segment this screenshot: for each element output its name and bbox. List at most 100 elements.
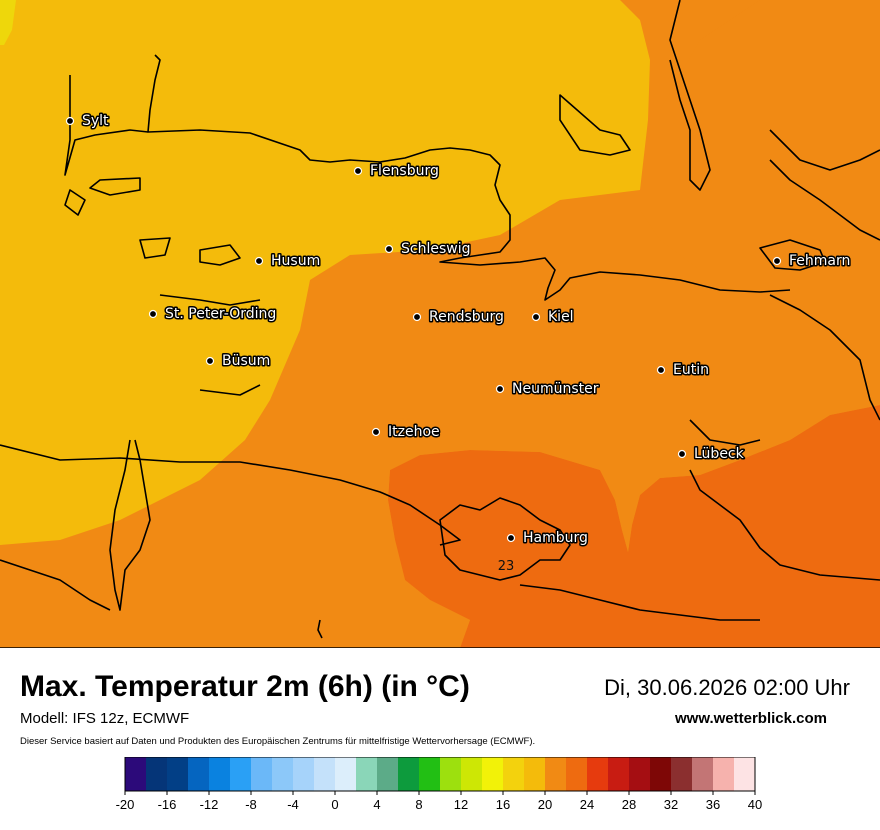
colorbar-swatch	[230, 757, 252, 791]
colorbar-swatch	[125, 757, 147, 791]
colorbar-swatch	[440, 757, 462, 791]
colorbar-tick-label: 40	[748, 797, 762, 812]
colorbar-swatch	[503, 757, 525, 791]
temp-band-20-22-east-overlay	[0, 0, 880, 648]
city-dot	[371, 427, 381, 437]
city-label: St. Peter-Ording	[165, 306, 276, 322]
city-marker: Flensburg	[353, 162, 440, 181]
city-label: Büsum	[222, 353, 270, 369]
city-dot	[506, 533, 516, 543]
city-label: Neumünster	[512, 381, 599, 397]
city-dot	[254, 256, 264, 266]
colorbar-swatch	[398, 757, 420, 791]
city-dot	[412, 312, 422, 322]
colorbar-tick-label: 12	[454, 797, 468, 812]
city-marker: Büsum	[205, 352, 272, 371]
city-marker: Husum	[254, 252, 322, 271]
colorbar-swatch	[671, 757, 693, 791]
city-label: Rendsburg	[429, 309, 504, 325]
city-markers: Sylt Flensburg Schleswig Husum Fehmarn St. Pe…	[65, 112, 852, 548]
city-marker: St. Peter-Ording	[148, 305, 278, 324]
coastlines	[0, 0, 880, 648]
colorbar-tick-label: 20	[538, 797, 552, 812]
colorbar-swatch	[713, 757, 735, 791]
colorbar-tick-label: 0	[331, 797, 338, 812]
city-label: Eutin	[673, 362, 709, 378]
city-marker: Hamburg	[506, 529, 589, 548]
city-label: Fehmarn	[789, 253, 850, 269]
city-label: Sylt	[82, 113, 109, 129]
colorbar-swatch	[461, 757, 483, 791]
temp-band-18-20	[0, 0, 650, 545]
colorbar-border	[124, 757, 756, 792]
city-marker: Lübeck	[677, 445, 746, 464]
city-dot	[384, 244, 394, 254]
city-marker: Rendsburg	[412, 308, 505, 327]
colorbar-swatch	[482, 757, 504, 791]
colorbar-tick-label: -16	[158, 797, 177, 812]
city-marker: Neumünster	[495, 380, 600, 399]
colorbar-tick-label: 16	[496, 797, 510, 812]
city-label: Schleswig	[401, 241, 470, 257]
colorbar-tick-label: 36	[706, 797, 720, 812]
forecast-datetime: Di, 30.06.2026 02:00 Uhr	[604, 675, 850, 700]
colorbar-swatch	[209, 757, 231, 791]
colorbar-tick-label: -4	[287, 797, 299, 812]
colorbar-swatch	[734, 757, 756, 791]
city-label: Lübeck	[694, 446, 745, 462]
colorbar-tick-label: -20	[116, 797, 135, 812]
value-labels: 23	[498, 559, 515, 574]
colorbar-swatch	[314, 757, 336, 791]
model-info: Modell: IFS 12z, ECMWF	[20, 710, 190, 727]
colorbar-swatch	[629, 757, 651, 791]
colorbar-swatch	[566, 757, 588, 791]
colorbar-tick-label: -8	[245, 797, 257, 812]
colorbar-swatches	[124, 757, 756, 792]
colorbar-swatch	[293, 757, 315, 791]
colorbar-swatch	[356, 757, 378, 791]
city-label: Itzehoe	[388, 424, 440, 440]
map-title: Max. Temperatur 2m (6h) (in °C)	[20, 670, 470, 703]
colorbar-tick-labels: -20 -16 -12 -8 -4 0 4 8 12 16 20 24 28 32 36 40	[116, 791, 762, 812]
colorbar-swatch	[167, 757, 189, 791]
colorbar-swatch	[692, 757, 714, 791]
website-link[interactable]: www.wetterblick.com	[675, 710, 827, 727]
city-dot	[205, 356, 215, 366]
city-label: Flensburg	[370, 163, 439, 179]
city-marker: Fehmarn	[772, 252, 852, 271]
colorbar-tick-label: 4	[373, 797, 380, 812]
colorbar-tick-label: 32	[664, 797, 678, 812]
colorbar-swatch	[650, 757, 672, 791]
city-marker: Sylt	[65, 112, 111, 131]
city-marker: Kiel	[531, 308, 575, 327]
colorbar-swatch	[608, 757, 630, 791]
colorbar-tick-label: 8	[415, 797, 422, 812]
city-dot	[495, 384, 505, 394]
temperature-map: Sylt Flensburg Schleswig Husum Fehmarn St. Pe…	[0, 0, 880, 648]
temp-band-16-18	[0, 0, 16, 45]
city-marker: Itzehoe	[371, 423, 441, 442]
colorbar-tick-label: 28	[622, 797, 636, 812]
city-marker: Schleswig	[384, 240, 472, 259]
city-label: Kiel	[548, 309, 574, 325]
colorbar-swatch	[251, 757, 273, 791]
colorbar-swatch	[272, 757, 294, 791]
city-dot	[656, 365, 666, 375]
colorbar-swatch	[545, 757, 567, 791]
colorbar-swatch	[335, 757, 357, 791]
colorbar-tick-label: -12	[200, 797, 219, 812]
temperature-value-label: 23	[498, 559, 515, 574]
city-dot	[65, 116, 75, 126]
disclaimer-text: Dieser Service basiert auf Daten und Pro…	[20, 736, 536, 747]
city-label: Husum	[271, 253, 320, 269]
city-dot	[148, 309, 158, 319]
city-dot	[353, 166, 363, 176]
temp-band-22-24-east	[388, 0, 880, 648]
colorbar-swatch	[524, 757, 546, 791]
city-dot	[531, 312, 541, 322]
colorbar-swatch	[377, 757, 399, 791]
colorbar-swatch	[146, 757, 168, 791]
city-marker: Eutin	[656, 361, 710, 380]
city-dot	[772, 256, 782, 266]
city-label: Hamburg	[523, 530, 588, 546]
